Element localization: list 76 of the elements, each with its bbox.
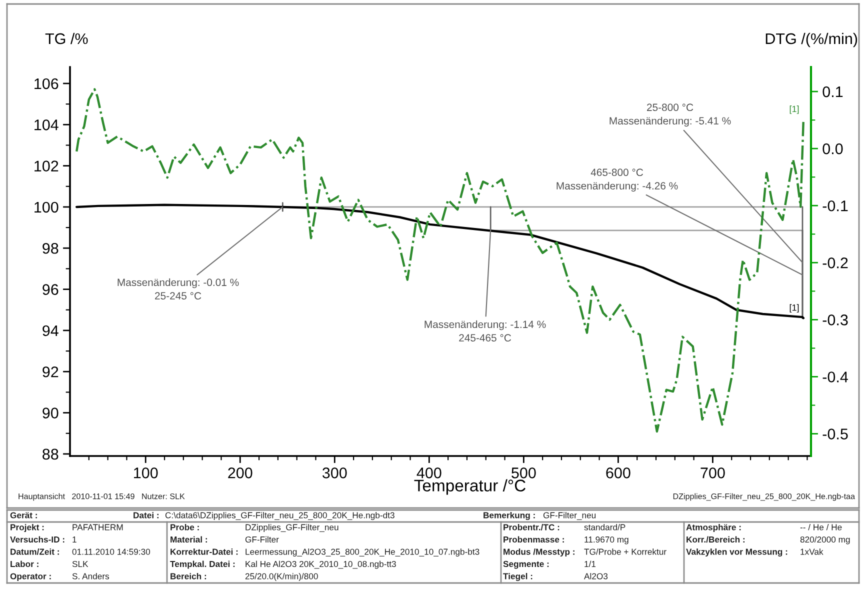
x-tick-label: 500 [512, 468, 536, 478]
text: -- / He / He [800, 524, 842, 530]
y2-axis-title: DTG /(%/min) [766, 32, 858, 48]
text: C:\data6\DZipplies_GF-Filter_neu_25_800_20K_He.ngb-dt3 [165, 512, 394, 520]
text: Segmente : [503, 560, 549, 569]
y-tick-label: 90 [42, 408, 58, 418]
text: standard/P [584, 524, 626, 530]
text: Tempkal. Datei : [170, 560, 235, 569]
text: Modus /Messtyp : [504, 548, 574, 557]
text: Bemerkung : [484, 512, 535, 520]
x-tick-label: 400 [416, 468, 442, 478]
x-tick-label: 700 [700, 468, 725, 478]
y-tick-label: 96 [42, 284, 58, 295]
y2-tick-label: -0.2 [822, 258, 848, 268]
y-tick-label: 98 [42, 242, 58, 254]
text: Versuchs-ID : [10, 536, 64, 543]
text: Kal He Al2O3 20K_2010_10_08.ngb-tt3 [246, 560, 396, 569]
x-axis-title: Temperatur /°C [414, 479, 526, 495]
x-tick-label: 600 [606, 468, 630, 478]
text: 1 [72, 536, 76, 542]
series-label: [1] [790, 304, 799, 313]
x-tick-label: 200 [228, 468, 252, 478]
text: Probenmasse : [504, 536, 564, 543]
text: Bereich : [170, 572, 206, 580]
y-tick-label: 102 [34, 160, 58, 172]
y2-tick-label: 0.0 [822, 143, 843, 154]
text: Probe : [170, 524, 199, 530]
y-tick-label: 104 [34, 119, 58, 130]
text: Tiegel : [503, 572, 532, 582]
annotation: Massenänderung: -1.14 % 245-465 °C [424, 320, 546, 342]
text: Vakzyklen vor Messung : [686, 548, 788, 557]
text: Projekt : [10, 524, 44, 532]
y2-tick-label: -0.3 [822, 314, 848, 326]
text: TG/Probe + Korrektur [584, 548, 666, 555]
text: 820/2000 mg [800, 536, 850, 544]
y-tick-label: 92 [42, 366, 58, 378]
text: Operator : [10, 573, 51, 582]
text: GF-Filter_neu [543, 512, 596, 520]
text: SLK [72, 560, 88, 568]
annotation: 25-800 °C Massenänderung: -5.41 % [610, 104, 731, 127]
text: 1/1 [584, 560, 596, 568]
text: 11.9670 mg [584, 536, 628, 544]
text: Material : [170, 536, 207, 543]
x-tick-label: 300 [322, 468, 347, 478]
text: 25/20.0(K/min)/800 [245, 572, 318, 582]
text: Korrektur-Datei : [170, 548, 238, 555]
text: Hauptansicht 2010-11-01 15:49 Nutzer: SLK [18, 493, 185, 501]
text: Labor : [10, 560, 38, 568]
y2-tick-label: 0.1 [822, 86, 843, 98]
y-tick-label: 100 [34, 202, 58, 213]
text: GF-Filter [245, 536, 279, 543]
text: 1xVak [800, 548, 824, 555]
annotation: Massenänderung: -0.01 % 25-245 °C [118, 278, 239, 300]
text: Leermessung_Al2O3_25_800_20K_He_2010_10_07.ngb-bt3 [246, 548, 480, 557]
text: Probentr./TC : [504, 524, 560, 530]
series-label: [1] [790, 106, 799, 114]
x-tick-label: 100 [134, 468, 158, 478]
text: 01.11.2010 14:59:30 [72, 548, 150, 555]
y2-tick-label: -0.4 [822, 372, 848, 382]
text: Al2O3 [584, 572, 608, 580]
annotation: 465-800 °C Massenänderung: -4.26 % [556, 168, 678, 192]
y2-tick-label: -0.5 [822, 428, 848, 440]
text: Datum/Zeit : [10, 548, 59, 555]
text: S. Anders [72, 572, 110, 580]
text: Atmosphäre : [686, 524, 741, 532]
y-axis-title: TG /% [45, 32, 88, 44]
text: Korr./Bereich : [686, 536, 745, 543]
text: PAFATHERM [72, 524, 123, 530]
text: DZipplies_GF-Filter_neu [246, 524, 338, 532]
text: Gerät : [10, 512, 37, 518]
y-tick-label: 106 [34, 78, 58, 90]
y2-tick-label: -0.1 [822, 200, 848, 212]
y-tick-label: 88 [42, 448, 58, 460]
text: DZipplies_GF-Filter_neu_25_800_20K_He.ngb-taa [673, 493, 856, 501]
text: Datei : [134, 512, 158, 518]
y-tick-label: 94 [42, 325, 58, 336]
